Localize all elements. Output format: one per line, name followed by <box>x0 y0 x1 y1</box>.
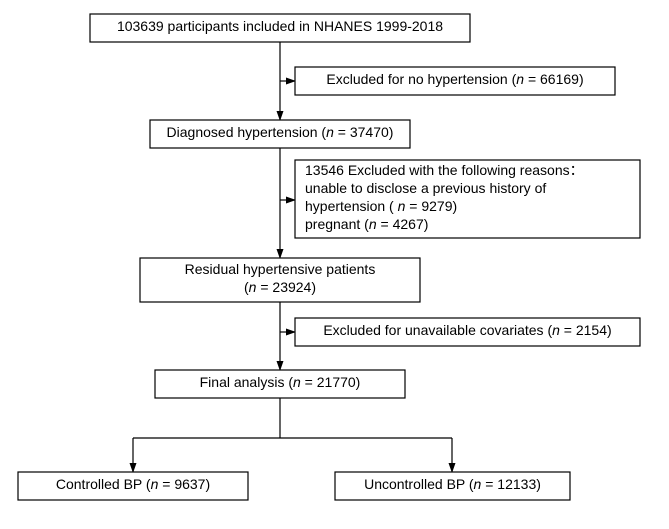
node-excl2-line2: hypertension ( n = 9279) <box>305 198 457 214</box>
node-excl2: 13546 Excluded with the following reason… <box>295 160 640 238</box>
node-start: 103639 participants included in NHANES 1… <box>90 14 470 42</box>
node-ctrl: Controlled BP (n = 9637) <box>18 472 248 500</box>
node-resid: Residual hypertensive patients (n = 23924… <box>140 258 420 302</box>
node-resid-line1: (n = 23924) <box>244 279 316 295</box>
node-unctrl: Uncontrolled BP (n = 12133) <box>335 472 570 500</box>
node-resid-line0: Residual hypertensive patients <box>185 261 376 277</box>
node-excl3-line0: Excluded for unavailable covariates (n =… <box>323 322 611 338</box>
node-final-line0: Final analysis (n = 21770) <box>200 374 361 390</box>
node-unctrl-line0: Uncontrolled BP (n = 12133) <box>364 476 541 492</box>
node-diag: Diagnosed hypertension (n = 37470) <box>150 120 410 148</box>
node-final: Final analysis (n = 21770) <box>155 370 405 398</box>
node-ctrl-line0: Controlled BP (n = 9637) <box>56 476 210 492</box>
edges <box>133 42 452 472</box>
node-excl1-line0: Excluded for no hypertension (n = 66169) <box>326 71 583 87</box>
node-excl1: Excluded for no hypertension (n = 66169) <box>295 67 615 95</box>
node-excl2-line0: 13546 Excluded with the following reason… <box>305 162 584 178</box>
node-start-line0: 103639 participants included in NHANES 1… <box>117 18 443 34</box>
node-excl2-line1: unable to disclose a previous history of <box>305 180 546 196</box>
node-diag-line0: Diagnosed hypertension (n = 37470) <box>167 124 394 140</box>
node-excl3: Excluded for unavailable covariates (n =… <box>295 318 640 346</box>
nodes: 103639 participants included in NHANES 1… <box>18 14 640 500</box>
node-excl2-line3: pregnant (n = 4267) <box>305 216 428 232</box>
